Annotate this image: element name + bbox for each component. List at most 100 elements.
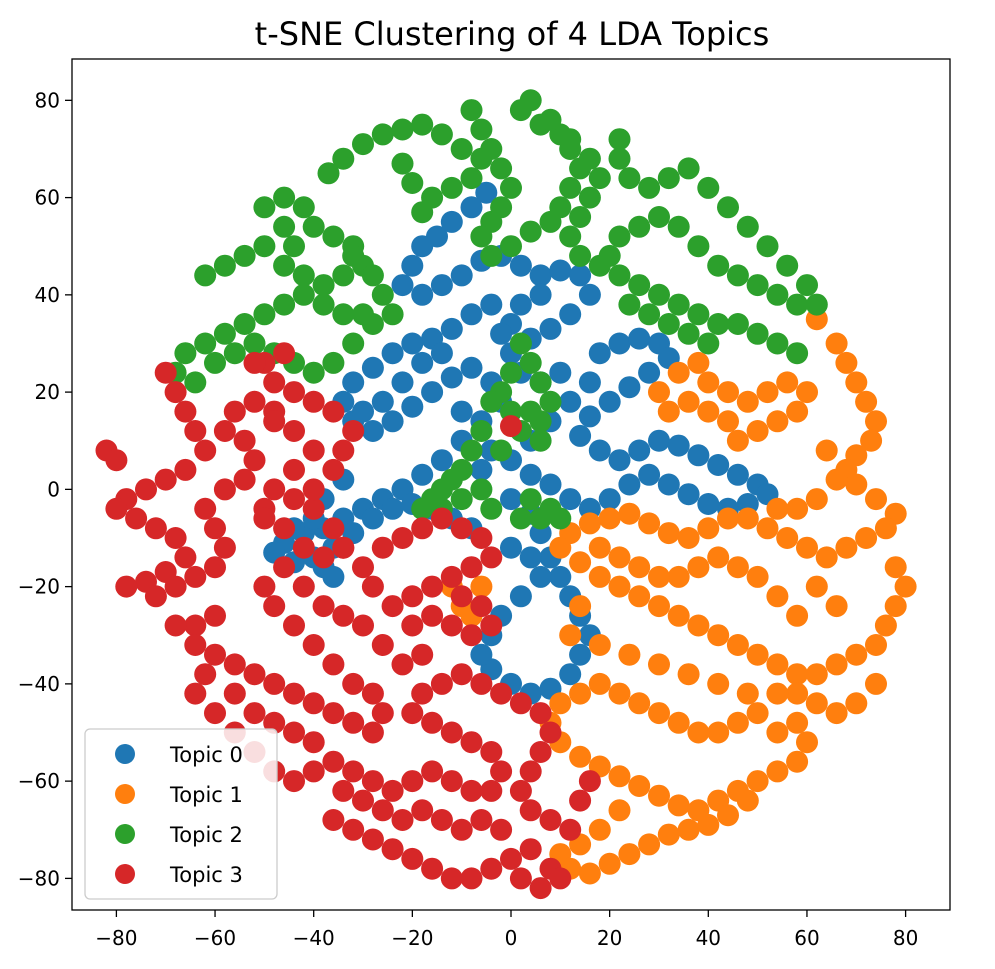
data-point: [588, 439, 611, 462]
data-point: [500, 847, 522, 870]
data-point: [292, 196, 315, 219]
data-point: [204, 643, 226, 666]
data-point: [865, 634, 887, 656]
data-point: [529, 741, 552, 763]
data-point: [213, 420, 236, 442]
data-point: [164, 381, 187, 404]
data-point: [796, 536, 818, 559]
data-point: [273, 556, 296, 579]
data-point: [450, 585, 473, 608]
data-point: [736, 789, 759, 812]
data-point: [835, 536, 858, 559]
data-point: [638, 176, 661, 199]
data-point: [687, 556, 710, 579]
data-point: [648, 702, 670, 725]
data-point: [786, 663, 809, 686]
data-point: [450, 400, 473, 423]
data-point: [332, 147, 355, 170]
y-tick-label: −40: [18, 672, 60, 696]
data-point: [677, 483, 700, 506]
data-point: [697, 400, 720, 423]
data-point: [480, 614, 503, 637]
data-point: [608, 147, 631, 170]
data-point: [371, 536, 394, 559]
legend-label: Topic 1: [169, 783, 243, 807]
data-point: [726, 429, 749, 452]
data-point: [529, 565, 552, 588]
data-point: [796, 274, 818, 297]
data-point: [411, 113, 434, 136]
data-point: [756, 381, 779, 404]
data-point: [677, 390, 700, 413]
data-point: [421, 604, 444, 627]
data-point: [519, 89, 542, 112]
data-point: [223, 682, 246, 705]
data-point: [638, 833, 661, 856]
data-point: [213, 536, 236, 559]
data-point: [381, 410, 404, 433]
data-point: [687, 721, 710, 744]
data-point: [845, 473, 868, 496]
data-point: [500, 488, 522, 511]
data-point: [401, 847, 424, 870]
data-point: [283, 381, 305, 404]
data-point: [815, 439, 838, 462]
data-point: [460, 167, 483, 190]
data-point: [361, 721, 384, 744]
data-point: [519, 546, 542, 569]
data-point: [815, 546, 838, 569]
data-point: [578, 371, 601, 394]
data-point: [559, 225, 582, 248]
data-point: [450, 488, 473, 511]
data-point: [371, 634, 394, 656]
data-point: [677, 818, 700, 841]
data-point: [707, 454, 730, 476]
data-point: [411, 517, 434, 540]
data-point: [608, 332, 631, 355]
data-point: [371, 283, 394, 306]
data-point: [361, 507, 384, 530]
data-point: [411, 351, 434, 374]
data-point: [401, 332, 424, 355]
data-point: [549, 507, 572, 530]
data-point: [105, 449, 128, 472]
data-point: [825, 468, 848, 491]
data-point: [588, 536, 611, 559]
data-point: [292, 575, 315, 598]
data-point: [342, 244, 365, 267]
data-point: [342, 332, 365, 355]
data-point: [707, 254, 730, 277]
data-point: [884, 556, 907, 579]
data-point: [628, 327, 651, 350]
data-point: [608, 575, 631, 598]
data-point: [509, 293, 532, 316]
data-point: [164, 527, 187, 549]
data-point: [657, 522, 680, 545]
data-point: [796, 381, 818, 404]
data-point: [283, 770, 305, 793]
x-tick-label: −40: [293, 926, 335, 950]
data-point: [717, 196, 739, 219]
data-point: [726, 264, 749, 287]
data-point: [805, 575, 828, 598]
data-point: [174, 546, 197, 569]
data-point: [736, 682, 759, 705]
data-point: [283, 420, 305, 442]
data-point: [361, 264, 384, 287]
data-point: [371, 799, 394, 822]
data-point: [470, 527, 493, 549]
data-point: [430, 672, 453, 695]
data-point: [440, 317, 463, 340]
data-point: [835, 351, 858, 374]
data-point: [342, 711, 365, 734]
data-point: [470, 809, 493, 831]
data-point: [233, 313, 256, 335]
data-point: [756, 517, 779, 540]
data-point: [302, 497, 325, 520]
chart-title: t-SNE Clustering of 4 LDA Topics: [255, 15, 770, 53]
data-point: [687, 351, 710, 374]
data-point: [509, 692, 532, 715]
data-point: [322, 517, 345, 540]
data-point: [480, 741, 503, 763]
data-point: [450, 138, 473, 160]
